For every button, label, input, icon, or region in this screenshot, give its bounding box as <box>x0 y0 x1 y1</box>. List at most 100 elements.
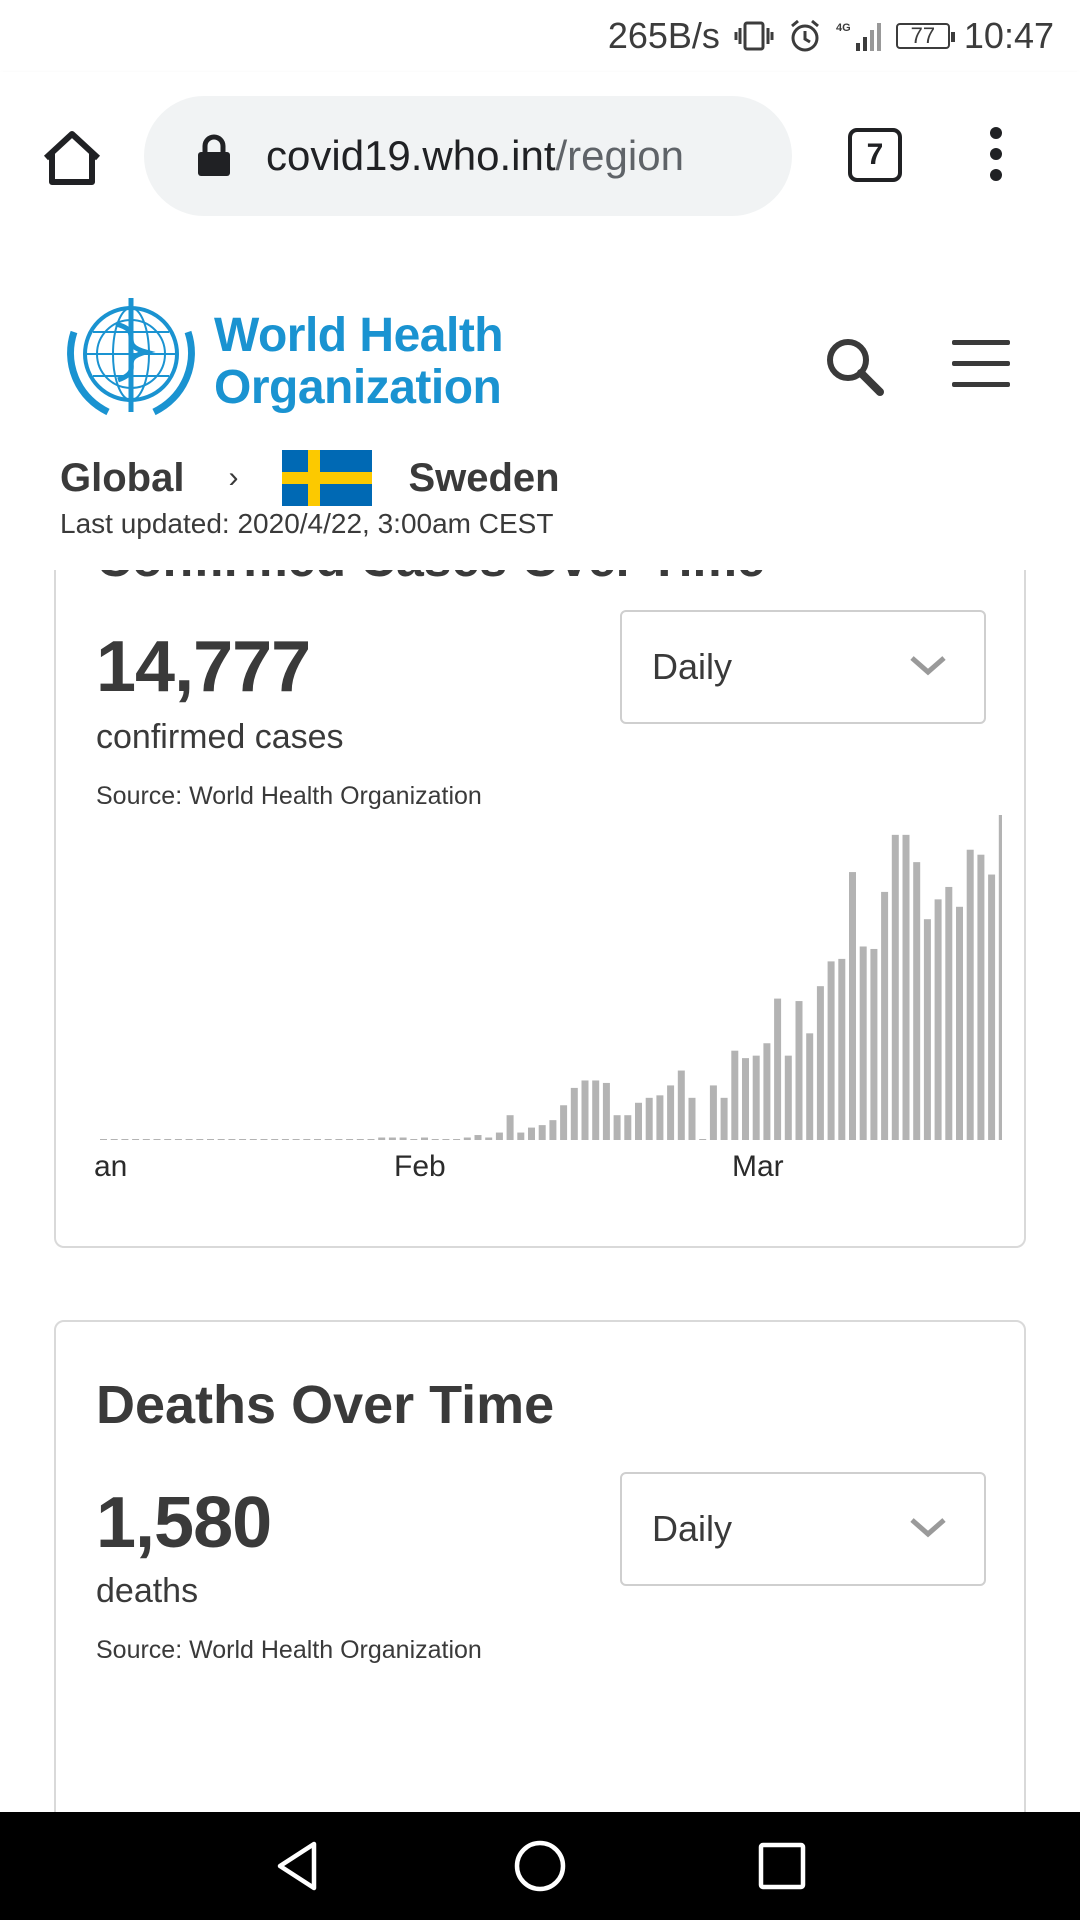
cases-bar-14 <box>249 1139 257 1140</box>
chevron-down-icon <box>910 656 946 676</box>
back-icon[interactable] <box>270 1838 326 1894</box>
cases-bar-39 <box>517 1132 525 1140</box>
who-emblem-icon[interactable] <box>56 292 206 420</box>
breadcrumb-global[interactable]: Global <box>60 455 185 500</box>
cases-bar-38 <box>506 1115 514 1140</box>
cases-bar-62 <box>763 1043 771 1140</box>
deaths-chart <box>92 1622 1002 1812</box>
cases-bar-8 <box>185 1139 193 1140</box>
deaths-source: Source: World Health Organization <box>96 1636 482 1664</box>
url-domain: covid19.who.int <box>266 132 556 179</box>
alarm-icon <box>788 19 822 53</box>
address-bar[interactable]: covid19.who.int/region <box>144 96 792 216</box>
cases-bar-4 <box>142 1139 150 1140</box>
cases-bar-50 <box>635 1102 642 1140</box>
cases-bar-12 <box>228 1139 236 1140</box>
battery-level: 77 <box>910 23 936 48</box>
deaths-period-select[interactable]: Daily <box>620 1472 986 1586</box>
cases-bar-71 <box>859 946 867 1140</box>
cases-bar-26 <box>378 1137 386 1140</box>
cases-chart <box>100 815 1002 1140</box>
cases-bar-21 <box>324 1139 332 1140</box>
cases-bar-13 <box>239 1139 247 1140</box>
cases-bar-44 <box>570 1087 578 1140</box>
cases-bar-3 <box>132 1139 140 1140</box>
cases-bar-55 <box>688 1097 696 1140</box>
cases-bar-48 <box>613 1115 621 1140</box>
cases-period-select[interactable]: Daily <box>620 610 986 724</box>
cases-bar-81 <box>966 849 974 1140</box>
cases-bar-58 <box>720 1097 728 1140</box>
network-speed: 265B/s <box>607 15 720 56</box>
cases-bar-56 <box>699 1139 707 1140</box>
cases-bar-49 <box>624 1115 632 1140</box>
cases-bar-25 <box>367 1139 375 1140</box>
cases-bar-33 <box>453 1139 461 1140</box>
x-tick-mar: Mar <box>732 1150 784 1183</box>
deaths-count-label: deaths <box>96 1572 199 1610</box>
cases-source: Source: World Health Organization <box>96 782 482 810</box>
cases-bar-6 <box>164 1139 172 1140</box>
cases-bar-80 <box>956 906 963 1140</box>
cases-bar-24 <box>356 1139 364 1140</box>
deaths-period-value: Daily <box>652 1508 733 1549</box>
clock: 10:47 <box>963 15 1054 56</box>
cases-bar-35 <box>474 1135 482 1140</box>
cases-bar-20 <box>314 1139 321 1140</box>
cases-bar-69 <box>838 958 846 1140</box>
cases-bar-66 <box>806 1033 814 1140</box>
home-circle-icon[interactable] <box>512 1838 568 1894</box>
cases-bar-57 <box>709 1085 717 1140</box>
last-updated: Last updated: 2020/4/22, 3:00am CEST <box>60 508 554 539</box>
deaths-card: Deaths Over Time 1,580 deaths Source: Wo… <box>54 1320 1026 1812</box>
chevron-right-icon: › <box>228 461 239 494</box>
cases-bar-51 <box>645 1097 653 1140</box>
cases-bar-16 <box>271 1139 279 1140</box>
url-text[interactable]: covid19.who.int/region <box>266 132 766 180</box>
cases-bar-47 <box>602 1082 610 1140</box>
cases-bar-61 <box>752 1055 760 1140</box>
cases-bar-68 <box>827 961 835 1140</box>
web-page: World Health Organization Global › Swede… <box>0 240 1080 1812</box>
chevron-down-icon <box>910 1518 946 1538</box>
menu-icon[interactable] <box>952 340 1010 388</box>
cases-bar-22 <box>335 1139 343 1140</box>
cases-bar-11 <box>217 1139 225 1140</box>
cases-bar-54 <box>677 1070 685 1140</box>
overflow-menu-icon[interactable] <box>984 124 1008 184</box>
who-logo-text[interactable]: World Health Organization <box>214 309 504 414</box>
logo-line-1: World Health <box>214 309 504 362</box>
url-path: /region <box>555 132 684 179</box>
lock-icon <box>198 134 230 176</box>
sweden-flag-icon <box>282 450 373 506</box>
tab-switcher-button[interactable]: 7 <box>848 128 902 182</box>
cases-bar-73 <box>881 891 889 1140</box>
cases-bar-27 <box>388 1137 396 1140</box>
cases-bar-2 <box>121 1139 129 1140</box>
breadcrumb: Global › Sweden <box>60 450 560 506</box>
search-icon[interactable] <box>822 334 886 398</box>
network-type-label: 4G <box>836 22 851 34</box>
cases-bar-72 <box>870 948 878 1140</box>
vibrate-icon <box>734 20 774 52</box>
cases-bar-53 <box>667 1085 675 1140</box>
cases-card: Confirmed Cases Over Time 14,777 confirm… <box>54 570 1026 1248</box>
cases-bar-43 <box>560 1105 568 1140</box>
cases-bar-23 <box>346 1139 354 1140</box>
cases-bar-31 <box>431 1139 439 1140</box>
cases-bar-63 <box>774 998 782 1140</box>
tab-count: 7 <box>866 138 884 171</box>
cases-bar-36 <box>485 1137 493 1140</box>
cases-bar-59 <box>731 1050 739 1140</box>
cases-bar-52 <box>656 1095 664 1140</box>
home-icon[interactable] <box>40 128 104 188</box>
browser-toolbar: covid19.who.int/region 7 <box>0 72 1080 240</box>
recents-icon[interactable] <box>754 1838 810 1894</box>
cases-bar-9 <box>196 1139 204 1140</box>
cases-count-label: confirmed cases <box>96 718 344 756</box>
cases-bar-41 <box>538 1125 546 1140</box>
cases-bar-83 <box>988 874 996 1140</box>
x-tick-feb: Feb <box>394 1150 446 1183</box>
signal-icon: 4G <box>836 19 882 53</box>
cases-bar-82 <box>977 854 985 1140</box>
